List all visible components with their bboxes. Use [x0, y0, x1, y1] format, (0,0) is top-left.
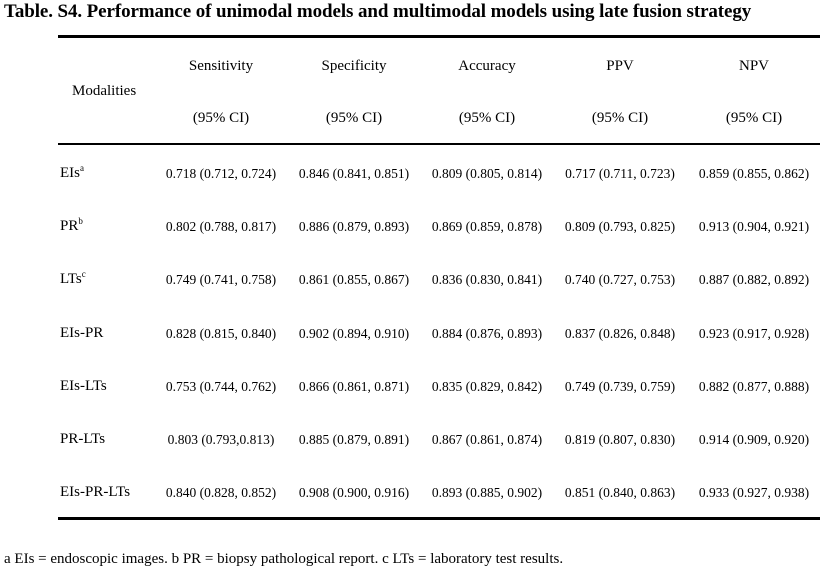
table-cell: 0.718 (0.712, 0.724): [165, 166, 277, 181]
table-cell: 0.803 (0.793,0.813): [167, 432, 275, 447]
table-cell: 0.717 (0.711, 0.723): [565, 166, 675, 181]
table-cell: 0.809 (0.793, 0.825): [564, 219, 676, 234]
header-rule: [58, 143, 820, 145]
table-cell: 0.837 (0.826, 0.848): [564, 326, 676, 341]
header-col-ci: (95% CI): [458, 110, 516, 126]
table-cell: 0.835 (0.829, 0.842): [431, 379, 543, 394]
table-cell: 0.908 (0.900, 0.916): [298, 485, 410, 500]
table-cell: 0.749 (0.739, 0.759): [564, 379, 676, 394]
row-label: EIsa: [60, 163, 84, 182]
table-cell: 0.867 (0.861, 0.874): [431, 432, 543, 447]
header-col-name: Sensitivity: [188, 58, 254, 74]
table-cell: 0.851 (0.840, 0.863): [564, 485, 676, 500]
table-cell: 0.802 (0.788, 0.817): [165, 219, 277, 234]
row-label-text: EIs-PR-LTs: [60, 484, 131, 500]
row-label: PRb: [60, 216, 83, 235]
row-label: LTsc: [60, 269, 86, 288]
row-label: PR-LTs: [60, 431, 105, 448]
table-cell: 0.749 (0.741, 0.758): [165, 272, 277, 287]
table-cell: 0.902 (0.894, 0.910): [298, 326, 410, 341]
table-cell: 0.885 (0.879, 0.891): [298, 432, 410, 447]
table-cell: 0.740 (0.727, 0.753): [564, 272, 676, 287]
top-rule: [58, 35, 820, 38]
table-cell: 0.861 (0.855, 0.867): [298, 272, 410, 287]
header-col-ci: (95% CI): [325, 110, 383, 126]
row-label-text: PR: [60, 218, 79, 234]
row-label-text: EIs-LTs: [60, 378, 107, 394]
row-label-superscript: c: [81, 269, 86, 279]
row-label: EIs-LTs: [60, 378, 107, 395]
table-cell: 0.840 (0.828, 0.852): [165, 485, 277, 500]
header-modalities: Modalities: [72, 83, 137, 99]
header-col-ci: (95% CI): [591, 110, 649, 126]
row-label-text: EIs-PR: [60, 325, 104, 341]
row-label-text: LTs: [60, 271, 82, 287]
header-col-ci: (95% CI): [725, 110, 783, 126]
header-col-name: Specificity: [321, 58, 387, 74]
table-title: Table. S4. Performance of unimodal model…: [4, 1, 752, 22]
table-cell: 0.933 (0.927, 0.938): [698, 485, 810, 500]
table-cell: 0.869 (0.859, 0.878): [431, 219, 543, 234]
table-cell: 0.923 (0.917, 0.928): [698, 326, 810, 341]
table-cell: 0.753 (0.744, 0.762): [165, 379, 277, 394]
table-cell: 0.887 (0.882, 0.892): [698, 272, 810, 287]
header-col-name: Accuracy: [458, 58, 516, 74]
header-col-name: PPV: [606, 58, 634, 74]
footnote: a EIs = endoscopic images. b PR = biopsy…: [4, 551, 564, 567]
row-label-text: PR-LTs: [60, 431, 106, 447]
row-label: EIs-PR-LTs: [60, 484, 130, 501]
table-cell: 0.819 (0.807, 0.830): [564, 432, 676, 447]
table-cell: 0.866 (0.861, 0.871): [298, 379, 410, 394]
table-cell: 0.828 (0.815, 0.840): [165, 326, 277, 341]
table-cell: 0.884 (0.876, 0.893): [431, 326, 543, 341]
bottom-rule: [58, 517, 820, 520]
table-cell: 0.859 (0.855, 0.862): [698, 166, 810, 181]
table-cell: 0.893 (0.885, 0.902): [431, 485, 543, 500]
row-label-text: EIs: [60, 165, 80, 181]
table-cell: 0.809 (0.805, 0.814): [431, 166, 543, 181]
table-cell: 0.882 (0.877, 0.888): [698, 379, 810, 394]
table-cell: 0.836 (0.830, 0.841): [431, 272, 543, 287]
header-col-name: NPV: [738, 58, 769, 74]
row-label-superscript: b: [78, 216, 83, 226]
table-cell: 0.913 (0.904, 0.921): [698, 219, 810, 234]
table-cell: 0.886 (0.879, 0.893): [298, 219, 410, 234]
row-label-superscript: a: [80, 163, 84, 173]
table-cell: 0.914 (0.909, 0.920): [698, 432, 810, 447]
header-col-ci: (95% CI): [192, 110, 250, 126]
table-cell: 0.846 (0.841, 0.851): [298, 166, 410, 181]
row-label: EIs-PR: [60, 325, 103, 342]
